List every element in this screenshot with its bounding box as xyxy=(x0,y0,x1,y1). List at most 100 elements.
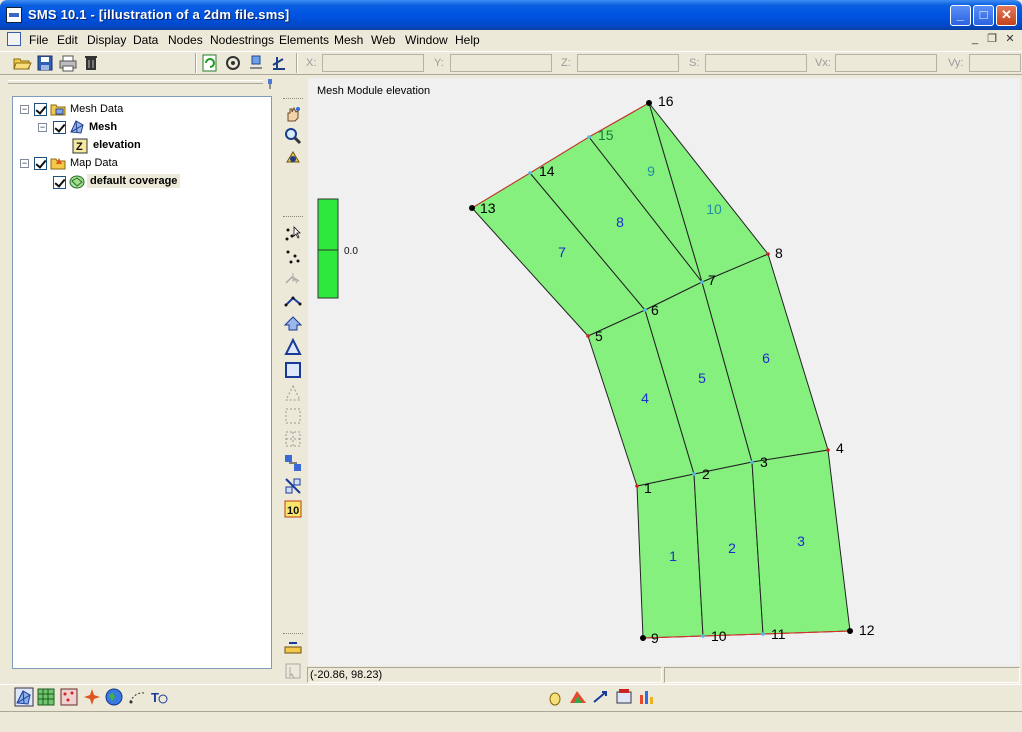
menu-mesh[interactable]: Mesh xyxy=(334,33,364,47)
contour-label-icon[interactable]: 10 xyxy=(283,499,303,519)
measure-icon[interactable] xyxy=(283,638,303,658)
cartesian-grid-module-icon[interactable] xyxy=(36,687,56,707)
split-merge-icon[interactable] xyxy=(283,453,303,473)
annotation-module-icon[interactable]: T xyxy=(150,687,170,707)
menu-nodestrings[interactable]: Nodestrings xyxy=(210,33,275,47)
select-node-icon[interactable] xyxy=(283,224,303,244)
maximize-button[interactable]: □ xyxy=(973,5,994,26)
svg-text:T: T xyxy=(151,690,159,705)
rotate-axes-icon[interactable] xyxy=(269,53,289,73)
quad-patch-icon[interactable] xyxy=(283,406,303,426)
tree-label-elevation[interactable]: elevation xyxy=(93,139,141,151)
module-toolbar xyxy=(0,684,1022,710)
z-coord-field[interactable] xyxy=(577,54,679,72)
toolbox-grip[interactable] xyxy=(283,633,303,636)
create-node-icon[interactable] xyxy=(283,246,303,266)
expander-mesh-data[interactable]: − xyxy=(20,104,29,114)
plot-wizard-icon[interactable] xyxy=(637,687,657,707)
toolbar-separator xyxy=(195,53,197,73)
x-coord-label: X: xyxy=(306,57,317,69)
panel-grip[interactable] xyxy=(8,80,263,84)
s-coord-label: S: xyxy=(689,57,700,69)
rotate-icon[interactable] xyxy=(283,148,303,168)
mdi-minimize-button[interactable]: _ xyxy=(971,33,979,45)
mdi-restore-button[interactable]: ❐ xyxy=(987,33,997,45)
toolbox-grip[interactable] xyxy=(283,216,303,219)
print-icon[interactable] xyxy=(58,53,78,73)
y-coord-label: Y: xyxy=(434,57,444,69)
sms-app-icon[interactable] xyxy=(6,7,22,23)
minimize-button[interactable]: _ xyxy=(950,5,971,26)
close-button[interactable]: ✕ xyxy=(996,5,1017,26)
menu-elements[interactable]: Elements xyxy=(279,33,330,47)
pan-icon[interactable] xyxy=(283,104,303,124)
menu-bar xyxy=(0,30,1022,50)
project-explorer[interactable] xyxy=(12,96,272,669)
contour-options-icon[interactable] xyxy=(568,687,588,707)
pin-icon[interactable] xyxy=(266,79,274,89)
tree-label-default-coverage[interactable]: default coverage xyxy=(87,174,181,188)
zoom-icon[interactable] xyxy=(283,126,303,146)
select-tool-disabled-icon[interactable] xyxy=(283,661,303,681)
menu-display[interactable]: Display xyxy=(87,33,127,47)
scatter-module-icon[interactable] xyxy=(59,687,79,707)
menu-nodes[interactable]: Nodes xyxy=(168,33,203,47)
checkbox-default-coverage[interactable] xyxy=(53,176,66,189)
menu-file[interactable]: File xyxy=(29,33,49,47)
s-coord-field[interactable] xyxy=(705,54,807,72)
menu-web[interactable]: Web xyxy=(371,33,396,47)
vector-options-icon[interactable] xyxy=(591,687,611,707)
toolbox-grip[interactable] xyxy=(283,98,303,101)
select-element-icon[interactable] xyxy=(283,313,303,333)
triangle-patch-icon[interactable] xyxy=(283,383,303,403)
mesh-module-icon[interactable] xyxy=(14,687,34,707)
svg-text:Z: Z xyxy=(76,141,83,153)
tree-label-mesh[interactable]: Mesh xyxy=(89,121,118,133)
vy-field[interactable] xyxy=(969,54,1021,72)
menu-data[interactable]: Data xyxy=(133,33,159,47)
film-loop-icon[interactable] xyxy=(614,687,634,707)
mdi-close-button[interactable]: ✕ xyxy=(1005,33,1015,45)
menu-help[interactable]: Help xyxy=(455,33,480,47)
swap-edge-icon[interactable] xyxy=(283,476,303,496)
tree-label-mesh-data[interactable]: Mesh Data xyxy=(70,103,124,115)
plot-icon[interactable] xyxy=(246,53,266,73)
expander-map-data[interactable]: − xyxy=(20,158,29,168)
checkbox-mesh-data[interactable] xyxy=(34,103,47,116)
vx-field[interactable] xyxy=(835,54,937,72)
map-module-icon[interactable] xyxy=(82,687,102,707)
bottom-status-bar xyxy=(0,711,1022,732)
select-nodestring-icon[interactable] xyxy=(283,269,303,289)
menu-window[interactable]: Window xyxy=(405,33,448,47)
create-nodestring-icon[interactable] xyxy=(283,291,303,311)
menu-edit[interactable]: Edit xyxy=(57,33,78,47)
mesh-icon xyxy=(70,120,84,134)
y-coord-field[interactable] xyxy=(450,54,552,72)
x-coord-field[interactable] xyxy=(322,54,424,72)
mesh-data-folder-icon xyxy=(50,104,66,116)
create-triangle-icon[interactable] xyxy=(283,337,303,357)
save-icon[interactable] xyxy=(35,53,55,73)
z-coord-label: Z: xyxy=(561,57,571,69)
grid-patch-icon[interactable] xyxy=(283,429,303,449)
create-quad-icon[interactable] xyxy=(283,360,303,380)
expander-mesh[interactable]: − xyxy=(38,122,47,132)
tree-label-map-data[interactable]: Map Data xyxy=(70,157,118,169)
window-title: SMS 10.1 - [illustration of a 2dm file.s… xyxy=(28,7,290,22)
checkbox-mesh[interactable] xyxy=(53,121,66,134)
delete-icon[interactable] xyxy=(81,53,101,73)
toolbar-separator xyxy=(296,53,298,73)
title-bar[interactable]: SMS 10.1 - [illustration of a 2dm file.s… xyxy=(0,0,1022,30)
document-icon[interactable] xyxy=(7,32,21,46)
model-check-icon[interactable] xyxy=(545,687,565,707)
status-message xyxy=(664,667,1020,683)
particle-module-icon[interactable] xyxy=(127,687,147,707)
graphics-window[interactable] xyxy=(308,78,1020,666)
checkbox-map-data[interactable] xyxy=(34,157,47,170)
open-folder-icon[interactable] xyxy=(12,53,32,73)
scalar-dataset-icon: Z xyxy=(72,138,88,154)
gis-module-icon[interactable] xyxy=(104,687,124,707)
frame-zoom-icon[interactable] xyxy=(223,53,243,73)
refresh-icon[interactable] xyxy=(200,53,220,73)
